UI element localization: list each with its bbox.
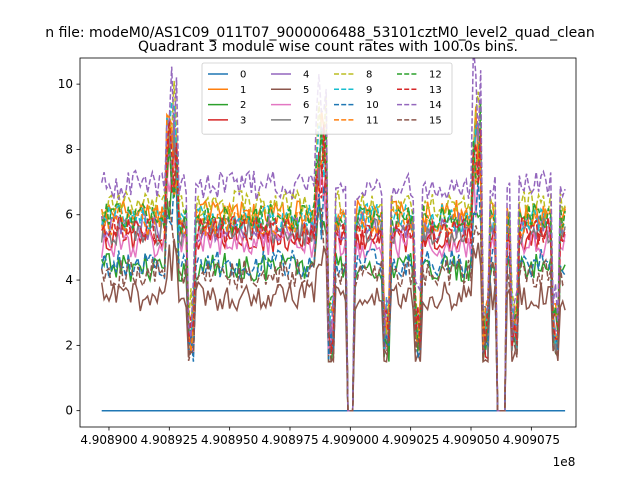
- legend-label-11: 11: [366, 115, 379, 126]
- x-tick-label: 4.908925: [141, 433, 198, 447]
- legend-label-15: 15: [429, 115, 442, 126]
- y-tick-label: 10: [58, 77, 73, 91]
- y-tick-label: 2: [65, 338, 73, 352]
- x-tick-label: 4.908975: [261, 433, 318, 447]
- legend-label-4: 4: [303, 70, 309, 81]
- series-line-14: [100, 58, 566, 412]
- legend-label-14: 14: [429, 100, 442, 111]
- legend-label-12: 12: [429, 70, 442, 81]
- y-tick-label: 0: [65, 404, 73, 418]
- axes-frame: [79, 57, 577, 428]
- legend-label-9: 9: [366, 85, 372, 96]
- legend-label-7: 7: [303, 115, 309, 126]
- chart-title: Quadrant 3 module wise count rates with …: [138, 39, 518, 55]
- plot-area: [100, 58, 566, 412]
- x-tick-label: 4.908900: [80, 433, 137, 447]
- y-tick-label: 8: [65, 142, 73, 156]
- y-tick-label: 4: [65, 273, 73, 287]
- legend-label-8: 8: [366, 70, 372, 81]
- x-tick-label: 4.909050: [442, 433, 499, 447]
- y-tick-label: 6: [65, 208, 73, 222]
- x-tick-label: 4.909025: [382, 433, 439, 447]
- chart-suptitle: n file: modeM0/AS1C09_011T07_9000006488_…: [45, 25, 594, 41]
- x-offset-label: 1e8: [553, 455, 576, 469]
- x-tick-label: 4.908950: [201, 433, 258, 447]
- x-tick-label: 4.909000: [322, 433, 379, 447]
- legend-label-3: 3: [240, 115, 246, 126]
- legend-label-13: 13: [429, 85, 442, 96]
- series-line-15: [100, 200, 566, 412]
- x-tick-label: 4.909075: [503, 433, 560, 447]
- legend-label-2: 2: [240, 100, 246, 111]
- legend-label-5: 5: [303, 85, 309, 96]
- legend-label-10: 10: [366, 100, 379, 111]
- legend-box: [201, 62, 453, 135]
- series-line-13: [101, 120, 566, 412]
- legend-label-6: 6: [303, 100, 309, 111]
- legend-label-1: 1: [240, 85, 246, 96]
- legend-label-0: 0: [240, 70, 246, 81]
